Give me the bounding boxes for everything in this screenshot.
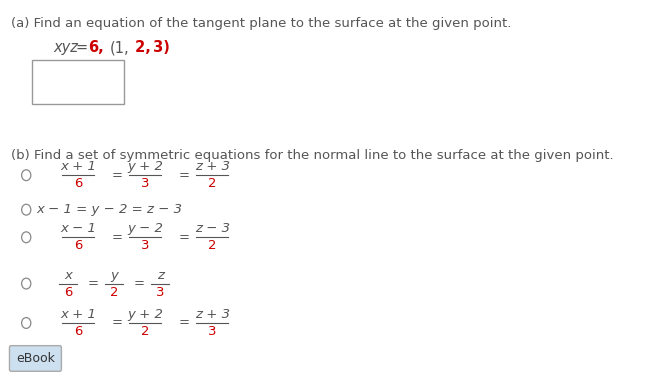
Text: 3: 3: [141, 177, 149, 190]
Text: 6: 6: [74, 325, 82, 338]
Text: (b) Find a set of symmetric equations for the normal line to the surface at the : (b) Find a set of symmetric equations fo…: [11, 149, 614, 162]
Text: 2: 2: [110, 285, 118, 299]
Text: 3): 3): [148, 40, 170, 55]
Text: 3: 3: [156, 285, 164, 299]
Text: 3: 3: [141, 239, 149, 252]
Text: y − 2: y − 2: [127, 222, 163, 235]
Text: =: =: [111, 231, 122, 244]
FancyBboxPatch shape: [32, 60, 124, 104]
Text: (a) Find an equation of the tangent plane to the surface at the given point.: (a) Find an equation of the tangent plan…: [11, 17, 512, 29]
Text: y: y: [110, 268, 118, 282]
Text: 6: 6: [74, 239, 82, 252]
Text: 6: 6: [64, 285, 72, 299]
Text: y + 2: y + 2: [127, 160, 163, 173]
Text: 3: 3: [208, 325, 216, 338]
Text: =: =: [178, 231, 189, 244]
Text: =: =: [134, 277, 145, 290]
Text: xyz: xyz: [53, 40, 78, 55]
Text: 6,: 6,: [88, 40, 104, 55]
Text: x + 1: x + 1: [60, 308, 96, 321]
Text: 2: 2: [141, 325, 149, 338]
Text: z + 3: z + 3: [194, 160, 230, 173]
Text: =: =: [178, 169, 189, 182]
FancyBboxPatch shape: [9, 346, 61, 371]
Text: x + 1: x + 1: [60, 160, 96, 173]
Text: =: =: [111, 316, 122, 329]
Text: =: =: [178, 316, 189, 329]
Text: 6: 6: [74, 177, 82, 190]
Text: (1,: (1,: [110, 40, 129, 55]
Text: y + 2: y + 2: [127, 308, 163, 321]
Text: x: x: [64, 268, 72, 282]
Text: 2: 2: [208, 177, 216, 190]
Text: =: =: [88, 277, 99, 290]
Text: 2: 2: [208, 239, 216, 252]
Text: x − 1: x − 1: [60, 222, 96, 235]
Text: =: =: [76, 40, 93, 55]
Text: z − 3: z − 3: [194, 222, 230, 235]
Text: x − 1 = y − 2 = z − 3: x − 1 = y − 2 = z − 3: [36, 203, 182, 216]
Text: 2,: 2,: [130, 40, 151, 55]
Text: eBook: eBook: [16, 352, 55, 365]
Text: =: =: [111, 169, 122, 182]
Text: z + 3: z + 3: [194, 308, 230, 321]
Text: z: z: [157, 268, 164, 282]
